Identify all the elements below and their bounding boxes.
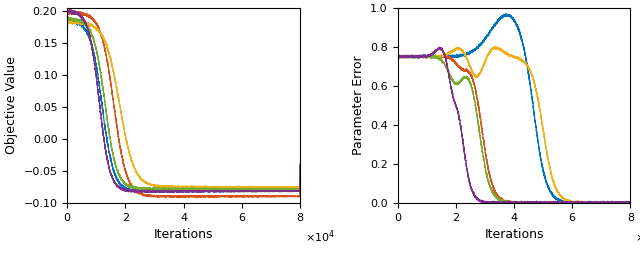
Y-axis label: Parameter Error: Parameter Error xyxy=(351,55,365,155)
Text: $\times10^4$: $\times10^4$ xyxy=(635,228,640,245)
Text: $\times10^4$: $\times10^4$ xyxy=(305,228,335,245)
X-axis label: Iterations: Iterations xyxy=(154,228,213,241)
Y-axis label: Objective Value: Objective Value xyxy=(5,56,18,154)
X-axis label: Iterations: Iterations xyxy=(484,228,544,241)
